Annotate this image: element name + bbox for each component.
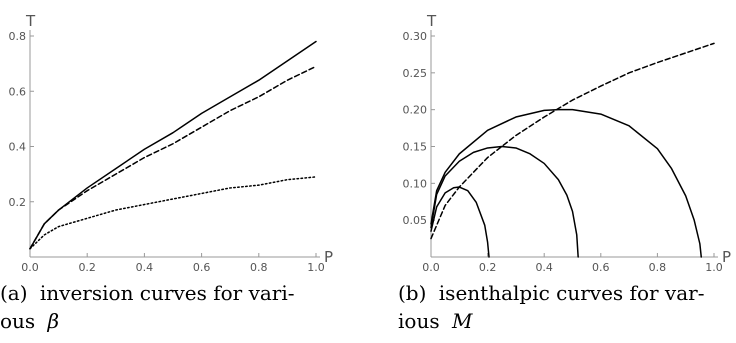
caption-b-text-2: ious xyxy=(398,309,440,333)
y-tick-label: 0.30 xyxy=(403,30,428,43)
series-line-a-1 xyxy=(29,40,317,250)
y-tick-label: 0.6 xyxy=(9,85,27,98)
x-tick-label: 0.8 xyxy=(649,261,667,274)
caption-a-line1: (a) inversion curves for vari- xyxy=(0,281,295,305)
x-tick-label: 0.2 xyxy=(479,261,497,274)
series-line-b-4 xyxy=(430,42,715,240)
y-tick-label: 0.4 xyxy=(9,141,27,154)
y-tick-label: 0.25 xyxy=(403,67,428,80)
caption-a-label: (a) xyxy=(0,281,28,305)
caption-a-text-2: ous xyxy=(0,309,35,333)
x-tick-label: 0.0 xyxy=(422,261,440,274)
caption-a-text-1: inversion curves for vari- xyxy=(40,281,295,305)
caption-a-symbol: β xyxy=(47,309,60,333)
panel-b-chart: 0.0 0.2 0.4 0.6 0.8 1.0 0.05 0.10 0.15 0.20 0.25 0.… xyxy=(403,12,732,274)
x-tick-label: 0.4 xyxy=(535,261,553,274)
series-line-a-3 xyxy=(29,176,317,250)
caption-b-line1: (b) isenthalpic curves for var- xyxy=(398,281,704,305)
y-tick-label: 0.8 xyxy=(9,30,27,43)
x-tick-label: 1.0 xyxy=(307,261,325,274)
y-tick-label: 0.05 xyxy=(403,214,428,227)
y-axis-label: T xyxy=(25,12,36,30)
y-tick-label: 0.20 xyxy=(403,104,428,117)
y-axis-label: T xyxy=(426,12,437,30)
x-axis-label: P xyxy=(722,248,731,266)
x-tick-label: 0.6 xyxy=(193,261,211,274)
x-axis-label: P xyxy=(324,248,333,266)
caption-a-line2: ous β xyxy=(0,309,59,333)
y-tick-label: 0.2 xyxy=(9,196,27,209)
series-line-b-2 xyxy=(430,145,579,258)
y-tick-label: 0.10 xyxy=(403,177,428,190)
x-tick-label: 0.8 xyxy=(250,261,268,274)
x-tick-label: 0.6 xyxy=(592,261,610,274)
panel-a-chart: 0.0 0.2 0.4 0.6 0.8 1.0 0.2 0.4 0.6 0.8 P T xyxy=(9,12,334,274)
y-tick-label: 0.15 xyxy=(403,141,428,154)
x-tick-label: 0.4 xyxy=(136,261,154,274)
x-tick-label: 0.0 xyxy=(21,261,39,274)
series-line-b-1 xyxy=(430,186,490,258)
caption-b-symbol: M xyxy=(451,309,473,333)
x-tick-label: 1.0 xyxy=(705,261,723,274)
caption-b-text-1: isenthalpic curves for var- xyxy=(439,281,705,305)
series-line-a-2 xyxy=(29,65,317,250)
caption-b-label: (b) xyxy=(398,281,426,305)
caption-b-line2: ious M xyxy=(398,309,473,333)
x-tick-label: 0.2 xyxy=(78,261,96,274)
series-line-b-3 xyxy=(430,108,703,258)
